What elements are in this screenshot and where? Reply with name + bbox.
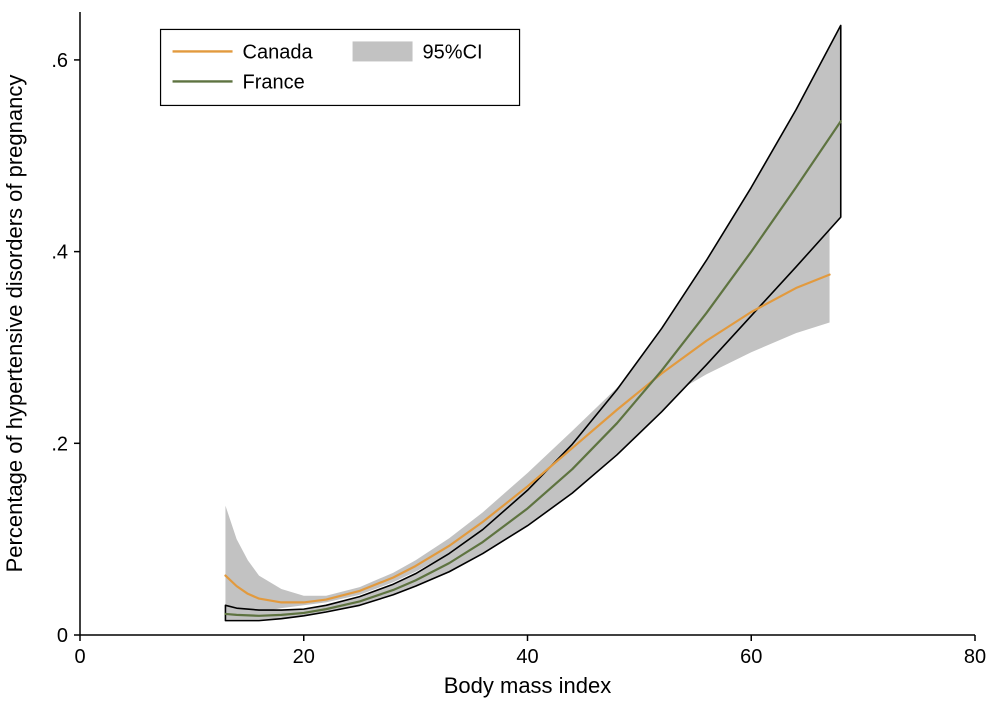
chart-svg: 0 20 40 60 80 0 .2 .4 .6 Body mass index Percentag… [0,0,1000,715]
x-tick-label: 20 [293,646,315,668]
y-tick-label: .6 [51,50,68,72]
x-tick-label: 80 [964,646,986,668]
legend-label: Canada [243,41,314,63]
x-tick-label: 0 [74,646,85,668]
legend-fill-swatch [353,41,413,61]
legend-label: 95%CI [423,41,483,63]
y-tick-label: 0 [57,625,68,647]
y-axis-title: Percentage of hypertensive disorders of … [2,75,27,573]
y-tick-label: .4 [51,242,68,264]
x-tick-label: 40 [516,646,538,668]
chart-container: 0 20 40 60 80 0 .2 .4 .6 Body mass index Percentag… [0,0,1000,715]
legend-label: France [243,71,305,93]
y-tick-label: .2 [51,433,68,455]
x-tick-label: 60 [740,646,762,668]
x-axis-title: Body mass index [444,673,612,698]
